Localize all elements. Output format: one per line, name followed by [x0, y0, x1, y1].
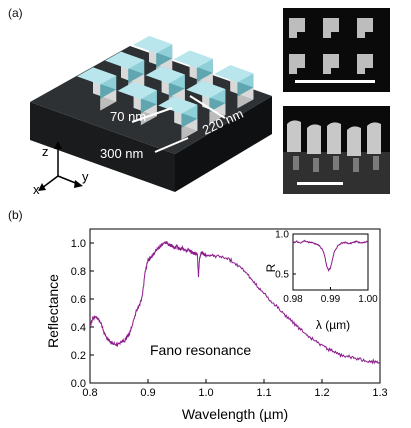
- dim-height-label: 70 nm: [110, 109, 146, 124]
- pillar-glass-top: [117, 81, 157, 100]
- pillar-glass-top: [145, 66, 185, 84]
- y-axis-arrow: [74, 180, 83, 188]
- sem-image-tilted-view: [283, 106, 390, 194]
- substrate-side-right: [175, 96, 272, 192]
- y-tick-label: 0.0: [71, 378, 86, 390]
- pillar-glass-top: [133, 36, 173, 54]
- reflectance-chart: 0.8 0.9 1.0 1.1 1.2 1.3 0.0 0.2 0.4 0.6 0.8 1.0 Wav…: [45, 228, 388, 422]
- z-axis-label: z: [42, 144, 49, 159]
- fano-annotation: Fano resonance: [150, 342, 251, 358]
- inset-y-axis-title: R: [264, 263, 278, 272]
- x-axis-label: x: [33, 182, 40, 197]
- pillar-glass-top: [186, 80, 226, 99]
- dim-line-period: [189, 95, 226, 119]
- x-axis-line: [41, 175, 59, 189]
- main-y-axis-title: Reflectance: [45, 274, 61, 348]
- y-tick-label: 0.6: [71, 294, 86, 306]
- sem-top-pattern: [289, 18, 373, 74]
- inset-series-line: [292, 239, 369, 272]
- pillar-glass-top: [173, 50, 213, 68]
- reflectance-series-line: [89, 241, 381, 365]
- panel-a-label: (a): [8, 6, 23, 20]
- sem-tilted-pattern: [283, 120, 390, 194]
- x-tick-label: 0.8: [82, 387, 97, 399]
- y-tick-label: 0.4: [71, 322, 86, 334]
- y-tick-label: 0.5: [275, 270, 289, 281]
- pillar-array: [77, 36, 254, 140]
- z-axis-arrow: [54, 141, 62, 149]
- y-axis-line: [57, 175, 79, 185]
- sem-top-scalebar: [295, 80, 375, 83]
- panel-b-label: (b): [8, 208, 23, 222]
- coordinate-axes: z x y: [33, 141, 89, 197]
- y-tick-label: 0.2: [71, 350, 86, 362]
- y-tick-label: 1.0: [71, 238, 86, 250]
- x-tick-label: 0.99: [321, 294, 341, 305]
- y-tick-label: 1.0: [275, 230, 289, 241]
- x-tick-label: 1.3: [372, 387, 387, 399]
- inset-chart: 0.98 0.99 1.00 0.5 1.0 λ (µm) R: [264, 230, 378, 333]
- dim-line-width: [154, 137, 189, 153]
- x-tick-label: 1.00: [358, 294, 378, 305]
- pillar-glass-top: [214, 65, 254, 83]
- inset-background: [293, 234, 368, 290]
- x-axis-arrow: [38, 183, 46, 191]
- dim-line-height: [131, 107, 173, 123]
- sem-tilted-scalebar: [297, 182, 343, 185]
- inset-x-axis-title: λ (µm): [316, 318, 350, 332]
- x-tick-label: 0.98: [283, 294, 303, 305]
- x-tick-label: 1.2: [314, 387, 329, 399]
- main-plot-frame: [89, 228, 381, 384]
- schematic-3d: 70 nm 220 nm 300 nm: [30, 36, 272, 192]
- x-tick-label: 0.9: [140, 387, 155, 399]
- x-tick-label: 1.0: [198, 387, 213, 399]
- y-axis-label: y: [82, 169, 89, 184]
- x-tick-label: 1.1: [256, 387, 271, 399]
- y-tick-label: 0.8: [71, 266, 86, 278]
- substrate-side-front: [30, 102, 175, 192]
- main-x-axis-title: Wavelength (µm): [182, 406, 288, 422]
- sem-image-top-view: [283, 8, 390, 92]
- dim-width-label: 300 nm: [100, 146, 143, 161]
- pillar-glass-top: [105, 51, 145, 69]
- pillar-glass-top: [158, 96, 198, 114]
- pillar-glass-top: [77, 67, 117, 85]
